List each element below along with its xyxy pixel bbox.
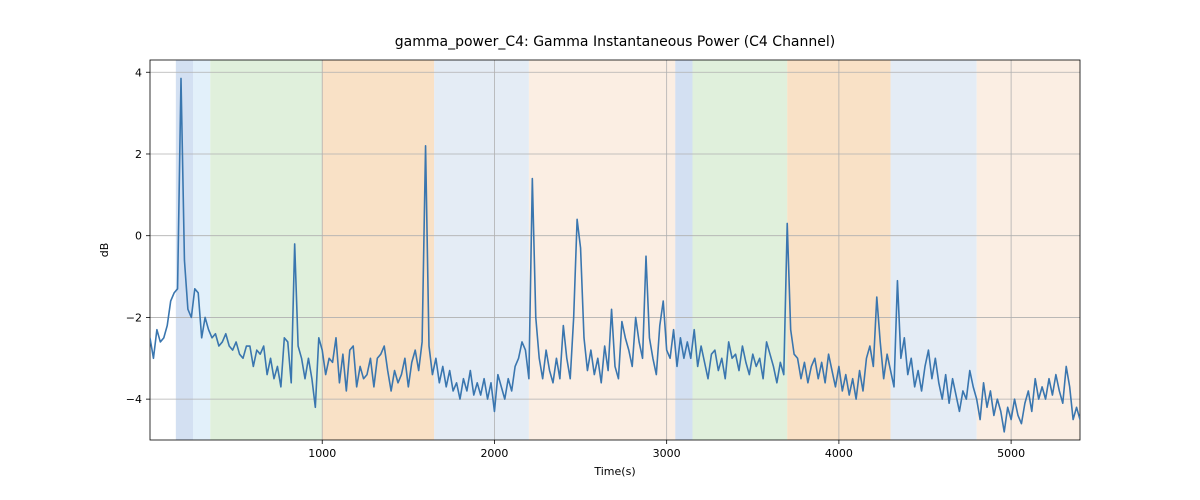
y-tick-label: 2 [135,148,142,161]
x-tick-label: 2000 [480,447,508,460]
y-tick-label: −2 [126,311,142,324]
stage-band [529,60,675,440]
x-tick-label: 1000 [308,447,336,460]
x-tick-label: 3000 [653,447,681,460]
gamma-power-chart: 1000 2000 3000 4000 5000 −4 −2 0 2 4 Time(s) dB gamm… [0,0,1200,500]
y-tick-label: −4 [126,393,142,406]
chart-title: gamma_power_C4: Gamma Instantaneous Powe… [395,34,835,50]
x-axis-label: Time(s) [593,465,635,478]
stage-band [434,60,529,440]
x-tick-label: 4000 [825,447,853,460]
stage-band [675,60,692,440]
x-tick-label: 5000 [997,447,1025,460]
stage-band [210,60,322,440]
stage-band [193,60,210,440]
y-tick-label: 0 [135,230,142,243]
stage-band [693,60,788,440]
y-axis-label: dB [98,243,111,258]
y-tick-label: 4 [135,66,142,79]
stage-band [891,60,977,440]
